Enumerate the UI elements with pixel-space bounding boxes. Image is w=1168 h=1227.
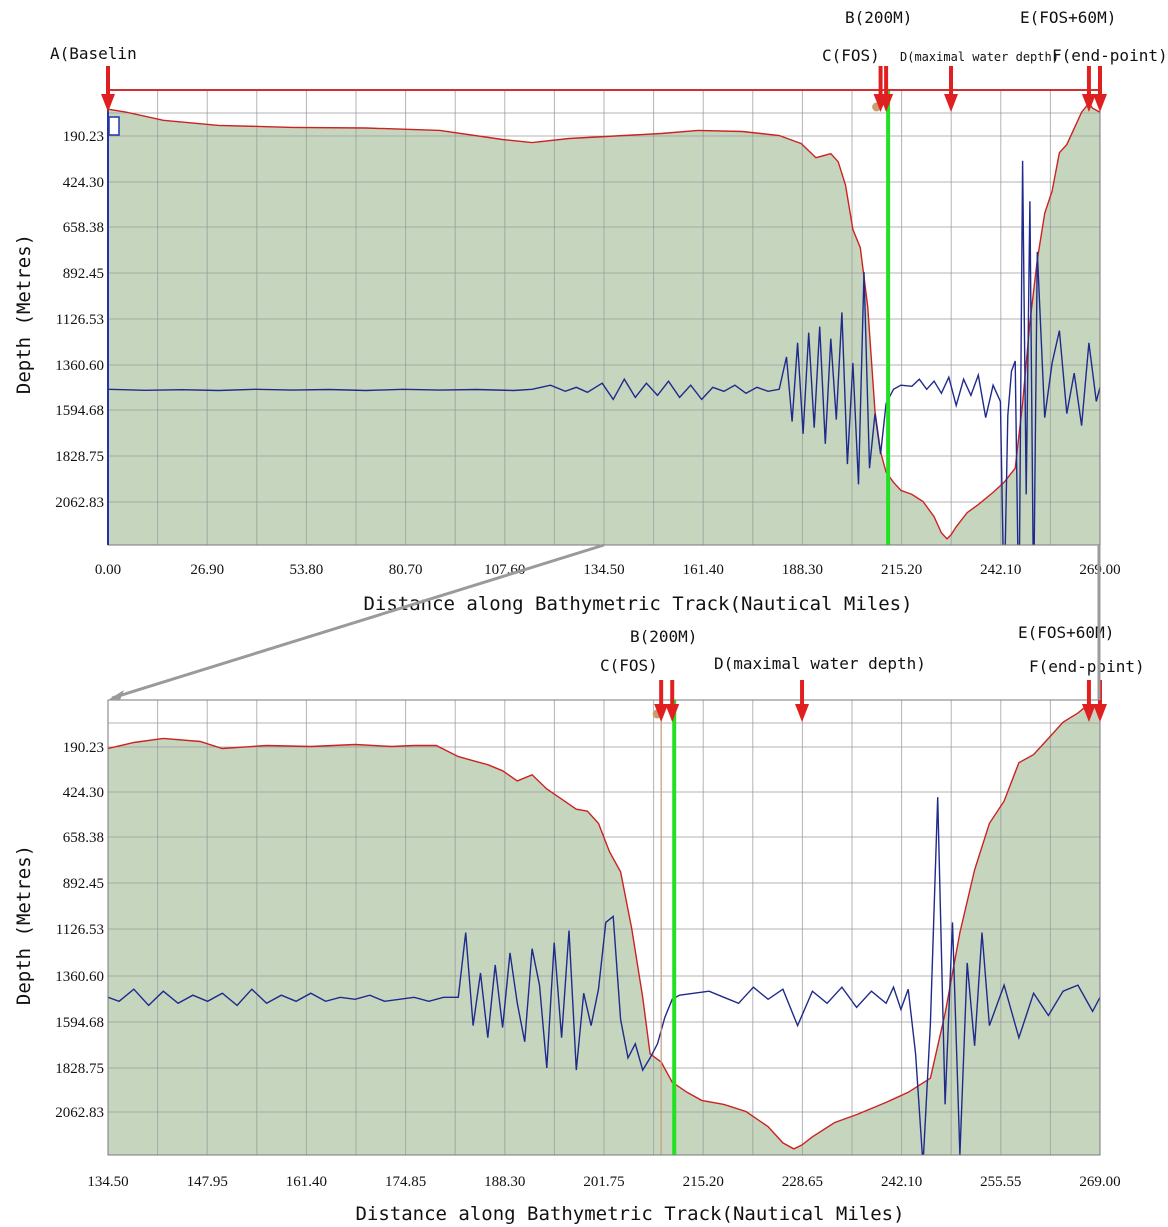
- x-tick-label: 161.40: [683, 562, 724, 578]
- y-tick-label: 1126.53: [56, 922, 104, 938]
- y-tick-label: 658.38: [63, 830, 104, 846]
- marker-arrow-head: [101, 94, 115, 112]
- y-tick-label: 1828.75: [55, 1061, 104, 1077]
- marker-label: B(200M): [630, 627, 697, 646]
- y-tick-label: 1126.53: [56, 312, 104, 328]
- marker-arrow-head: [665, 704, 680, 722]
- marker-label: F(end-point): [1052, 46, 1168, 65]
- marker-arrow-head: [1093, 94, 1107, 112]
- marker-arrow-head: [879, 94, 894, 112]
- x-tick-label: 215.20: [881, 562, 922, 578]
- y-tick-label: 424.30: [63, 785, 104, 801]
- x-tick-label: 53.80: [290, 562, 324, 578]
- marker-arrow-head: [1081, 94, 1096, 112]
- y-tick-label: 424.30: [63, 175, 104, 191]
- y-tick-label: 2062.83: [55, 1105, 104, 1121]
- marker-label: A(Baselin: [50, 44, 137, 63]
- y-tick-label: 1594.68: [55, 1015, 104, 1031]
- x-tick-label: 201.75: [583, 1174, 624, 1190]
- marker-arrow-head: [944, 94, 959, 112]
- y-tick-label: 190.23: [63, 129, 104, 145]
- y-tick-label: 2062.83: [55, 495, 104, 511]
- x-tick-label: 174.85: [385, 1174, 426, 1190]
- y-tick-label: 1360.60: [55, 358, 104, 374]
- marker-label: E(FOS+60M): [1020, 8, 1116, 27]
- x-tick-label: 0.00: [95, 562, 121, 578]
- top-grid: [108, 90, 1100, 545]
- x-tick-label: 134.50: [583, 562, 624, 578]
- x-tick-label: 242.10: [881, 1174, 922, 1190]
- x-tick-label: 188.30: [484, 1174, 525, 1190]
- x-tick-label: 80.70: [389, 562, 423, 578]
- x-tick-label: 215.20: [683, 1174, 724, 1190]
- marker-arrow-head: [795, 704, 810, 722]
- bottom-x-axis-title: Distance along Bathymetric Track(Nautica…: [355, 1203, 904, 1225]
- marker-arrow-head: [654, 704, 669, 722]
- top-x-axis-title: Distance along Bathymetric Track(Nautica…: [363, 593, 912, 615]
- x-tick-label: 161.40: [286, 1174, 327, 1190]
- marker-label: E(FOS+60M): [1018, 623, 1114, 642]
- x-tick-label: 147.95: [187, 1174, 228, 1190]
- y-tick-label: 1594.68: [55, 403, 104, 419]
- top-depth-signal-line: [108, 160, 1100, 545]
- x-tick-label: 255.55: [980, 1174, 1021, 1190]
- bottom-plot-area: [108, 700, 1100, 1155]
- x-tick-label: 269.00: [1079, 1174, 1120, 1190]
- marker-arrow-head: [1093, 704, 1107, 722]
- marker-label: C(FOS): [822, 46, 880, 65]
- marker-label: D(maximal water depth): [900, 50, 1059, 64]
- zoom-line-left: [111, 543, 605, 700]
- bottom-plot-frame: [107, 699, 1101, 1156]
- zoom-connector: [108, 543, 1101, 700]
- y-tick-label: 658.38: [63, 220, 104, 236]
- y-tick-label: 892.45: [63, 266, 104, 282]
- bottom-y-axis-title: Depth (Metres): [13, 845, 35, 1005]
- x-tick-label: 228.65: [782, 1174, 823, 1190]
- full-track-profile-chart: Distance along Bathymetric Track(Nautica…: [13, 8, 1168, 615]
- y-tick-label: 1360.60: [55, 969, 104, 985]
- y-tick-label: 892.45: [63, 876, 104, 892]
- top-plot-area: [108, 90, 1100, 545]
- x-tick-label: 26.90: [190, 562, 224, 578]
- top-y-axis-title: Depth (Metres): [13, 234, 35, 394]
- y-tick-label: 190.23: [63, 740, 104, 756]
- marker-label: F(end-point): [1029, 657, 1145, 676]
- bottom-depth-signal-line: [108, 797, 1100, 1155]
- zoomed-track-profile-chart: Distance along Bathymetric Track(Nautica…: [13, 623, 1145, 1225]
- x-tick-label: 134.50: [87, 1174, 128, 1190]
- marker-label: C(FOS): [600, 656, 658, 675]
- zoom-arrow-head: [108, 690, 124, 700]
- bottom-grid: [108, 700, 1100, 1155]
- y-tick-label: 1828.75: [55, 449, 104, 465]
- marker-label: D(maximal water depth): [714, 654, 926, 673]
- top-scroll-handle: [108, 116, 120, 136]
- marker-label: B(200M): [845, 8, 912, 27]
- x-tick-label: 188.30: [782, 562, 823, 578]
- marker-arrow-head: [1081, 704, 1096, 722]
- x-tick-label: 242.10: [980, 562, 1021, 578]
